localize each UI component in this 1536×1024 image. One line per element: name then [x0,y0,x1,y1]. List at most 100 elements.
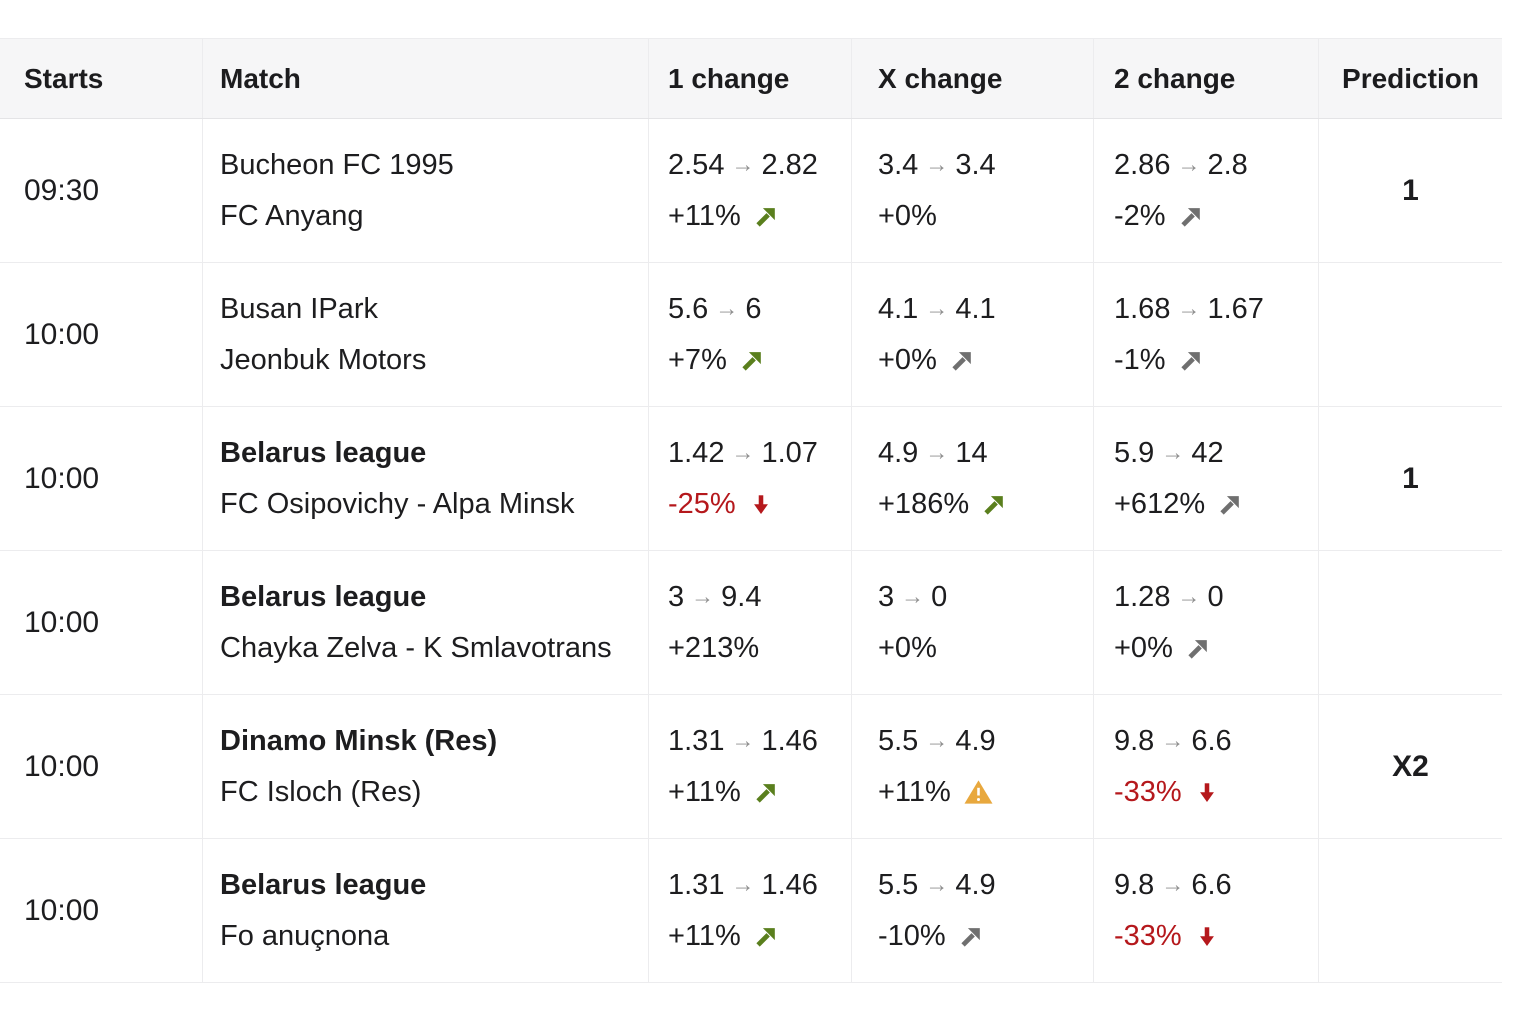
percent-value: +186% [878,488,970,520]
arrow-right-icon: → [1161,871,1185,897]
match-team1: Belarus league [220,868,427,901]
arrow-right-icon: → [901,583,925,609]
percent-value: +612% [1114,488,1206,520]
percent-change: +213% [668,623,851,673]
odds-movement: 5.9 → 42 [1114,428,1318,479]
percent-value: +213% [668,632,760,664]
match-cell[interactable]: Bucheon FC 1995 FC Anyang [202,119,648,262]
start-time: 10:00 [24,461,100,495]
match-team2: FC Osipovichy - Alpa Minsk [220,487,575,520]
column-header-label: 2 change [1114,62,1236,94]
match-row[interactable]: 10:00 Belarus league FC Osipovichy - Alp… [0,407,1502,551]
percent-value: +0% [878,200,937,232]
start-time: 10:00 [24,317,100,351]
match-team1: Dinamo Minsk (Res) [220,724,498,757]
percent-value: +11% [668,776,741,808]
column-header-starts: Starts [0,39,202,118]
match-row[interactable]: 10:00 Belarus league Chayka Zelva - K Sm… [0,551,1502,695]
trend-up-gray-icon [949,347,976,374]
arrow-right-icon: → [715,295,739,321]
trend-up-gray-icon [1178,347,1205,374]
percent-change: -33% [1114,767,1318,817]
prediction-cell: X2 [1318,695,1502,838]
start-time: 10:00 [24,893,100,927]
odds-to: 4.9 [955,869,996,901]
trend-up-gray-icon [1217,491,1244,518]
match-team1: Belarus league [220,436,427,469]
trend-up-gray-icon [1185,635,1212,662]
prediction-cell: 1 [1318,407,1502,550]
start-time-cell: 10:00 [0,839,202,982]
percent-value: +0% [878,632,937,664]
match-cell[interactable]: Belarus league FC Osipovichy - Alpa Mins… [202,407,648,550]
odds-1-change-cell: 5.6 → 6 +7% [648,263,851,406]
percent-value: -1% [1114,344,1166,376]
prediction-cell [1318,263,1502,406]
match-row[interactable]: 10:00 Dinamo Minsk (Res) FC Isloch (Res)… [0,695,1502,839]
percent-change: +11% [668,767,851,817]
trend-up-green-icon [739,347,766,374]
match-row[interactable]: 10:00 Busan IPark Jeonbuk Motors 5.6 → 6 +… [0,263,1502,407]
percent-value: -33% [1114,776,1182,808]
column-header-match: Match [202,39,648,118]
percent-change: +0% [878,623,1093,673]
odds-from: 3 [668,581,685,613]
match-cell[interactable]: Belarus league Fo anuçnona [202,839,648,982]
arrow-right-icon: → [691,583,715,609]
percent-value: -10% [878,920,946,952]
trend-down-red-icon [1194,923,1220,950]
column-header-2-change: 2 change [1093,39,1318,118]
match-team2: Fo anuçnona [220,919,390,952]
odds-from: 1.42 [668,437,725,469]
odds-1-change-cell: 3 → 9.4 +213% [648,551,851,694]
odds-to: 6 [745,293,762,325]
odds-to: 1.67 [1207,293,1264,325]
trend-up-gray-icon [1178,203,1205,230]
match-row[interactable]: 09:30 Bucheon FC 1995 FC Anyang 2.54 → 2.8… [0,119,1502,263]
odds-x-change-cell: 4.9 → 14 +186% [851,407,1093,550]
arrow-right-icon: → [731,151,755,177]
match-cell[interactable]: Busan IPark Jeonbuk Motors [202,263,648,406]
odds-from: 4.9 [878,437,919,469]
odds-movement: 1.68 → 1.67 [1114,284,1318,335]
prediction-cell [1318,551,1502,694]
odds-to: 2.8 [1207,149,1248,181]
match-row[interactable]: 10:00 Belarus league Fo anuçnona 1.31 → 1.… [0,839,1502,983]
column-header-1-change: 1 change [648,39,851,118]
odds-to: 0 [931,581,948,613]
odds-movement: 3 → 9.4 [668,572,851,623]
start-time-cell: 10:00 [0,263,202,406]
column-header-label: Match [220,62,301,94]
column-header-label: Starts [24,62,104,94]
odds-1-change-cell: 2.54 → 2.82 +11% [648,119,851,262]
odds-table: Starts Match 1 change X change 2 change … [0,38,1502,983]
start-time-cell: 10:00 [0,695,202,838]
match-team2: Jeonbuk Motors [220,343,427,376]
odds-2-change-cell: 9.8 → 6.6 -33% [1093,839,1318,982]
odds-x-change-cell: 3 → 0 +0% [851,551,1093,694]
column-header-label: Prediction [1342,62,1479,94]
odds-from: 9.8 [1114,869,1155,901]
match-cell[interactable]: Belarus league Chayka Zelva - K Smlavotr… [202,551,648,694]
odds-to: 9.4 [721,581,762,613]
odds-movement: 1.31 → 1.46 [668,860,851,911]
start-time-cell: 10:00 [0,407,202,550]
odds-to: 6.6 [1191,725,1232,757]
odds-to: 1.46 [761,725,818,757]
prediction-value: 1 [1402,173,1419,207]
match-cell[interactable]: Dinamo Minsk (Res) FC Isloch (Res) [202,695,648,838]
percent-value: -2% [1114,200,1166,232]
percent-value: +0% [1114,632,1173,664]
percent-value: +11% [668,920,741,952]
odds-to: 0 [1207,581,1224,613]
odds-to: 4.1 [955,293,996,325]
odds-x-change-cell: 5.5 → 4.9 -10% [851,839,1093,982]
arrow-right-icon: → [925,295,949,321]
percent-change: -1% [1114,335,1318,385]
prediction-value: X2 [1392,749,1429,783]
percent-change: -25% [668,479,851,529]
percent-change: -33% [1114,911,1318,961]
odds-to: 6.6 [1191,869,1232,901]
odds-movement: 5.5 → 4.9 [878,716,1093,767]
odds-movement: 3 → 0 [878,572,1093,623]
